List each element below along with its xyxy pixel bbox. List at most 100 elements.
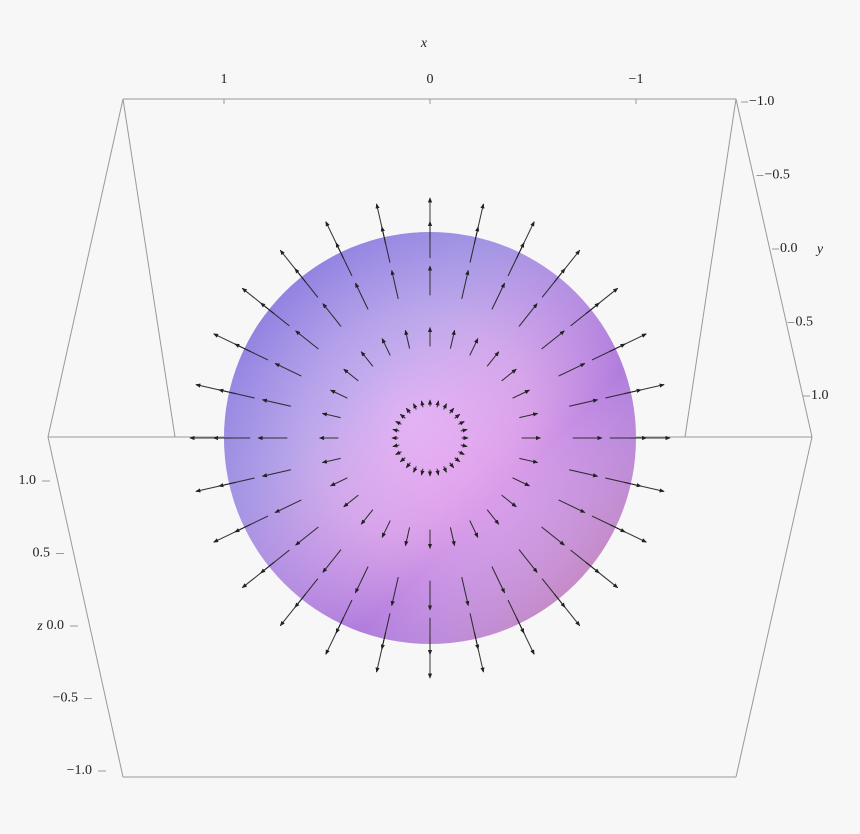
field-arrow [321,412,341,419]
field-arrow [375,203,387,244]
field-arrow [624,383,665,395]
field-arrow [325,617,344,655]
field-arrow [279,249,307,283]
field-arrow [460,428,468,433]
field-arrow [274,499,302,514]
field-arrow [213,524,251,543]
field-arrow [390,577,399,607]
field-arrow [458,421,465,426]
field-arrow [512,477,530,487]
field-arrow [473,632,485,673]
field-arrow [321,457,341,464]
y-tick-label: −1.0 [749,94,774,109]
field-arrow [294,578,319,608]
field-arrow [435,400,440,408]
field-arrow [404,329,411,349]
field-arrow [519,412,539,419]
x-tick-label: 1 [221,72,228,87]
field-arrow [558,362,586,377]
field-arrow [518,303,538,327]
field-arrow [218,477,255,488]
field-arrow [486,509,500,525]
field-arrow [354,282,369,310]
field-arrow [330,477,348,487]
field-arrow [241,561,275,589]
field-arrow [609,333,647,352]
field-arrow [413,466,418,473]
y-tick-label: 1.0 [811,388,829,403]
field-arrow [392,443,400,448]
field-arrow [461,577,470,607]
field-arrow [516,617,535,655]
field-arrow [449,329,456,349]
field-arrow [404,527,411,547]
field-arrow [473,203,485,244]
field-arrow [261,398,291,407]
field-arrow [279,593,307,627]
field-arrow [399,413,406,419]
field-arrow [241,561,275,589]
field-arrow [449,527,456,547]
field-arrow [213,333,251,352]
field-arrow [516,617,535,655]
field-arrow [395,450,402,455]
field-arrow [343,494,359,508]
field-arrow [624,383,665,395]
field-arrow [553,593,581,627]
field-arrow [605,477,642,488]
field-arrow [553,249,581,283]
field-arrow [516,221,535,259]
field-arrow [375,203,387,244]
field-arrow [405,462,411,469]
field-arrow [507,242,525,277]
field-arrow [469,613,480,650]
field-arrow [380,226,391,263]
field-arrow [322,303,342,327]
field-arrow [541,268,566,298]
vector-field [189,197,671,679]
field-arrow [609,524,647,543]
field-arrow [591,515,626,533]
field-arrow [375,632,387,673]
y-tick-label: 0.5 [796,315,814,330]
field-arrow [381,520,391,538]
field-arrow [234,343,269,361]
field-arrow [516,221,535,259]
field-arrow [195,383,236,395]
field-arrow [473,632,485,673]
field-arrow [295,526,319,546]
field-arrow [605,388,642,399]
field-arrow [454,413,461,419]
field-arrow [541,526,565,546]
field-arrow [343,368,359,382]
field-arrow [213,333,251,352]
field-arrow [491,282,506,310]
field-arrow [454,457,461,463]
field-arrow [335,599,353,634]
field-arrow [213,524,251,543]
field-arrow [518,549,538,573]
field-arrow [609,333,647,352]
field-arrow [624,481,665,493]
field-arrow [294,268,319,298]
field-arrow [295,330,319,350]
field-arrow [570,302,600,327]
y-tick-label: 0.0 [780,241,798,256]
field-arrow [395,421,402,426]
field-arrow [469,226,480,263]
field-arrow [325,617,344,655]
field-arrow [469,520,479,538]
field-arrow [585,561,619,589]
field-arrow [405,407,411,414]
field-arrow [585,287,619,315]
field-arrow [449,407,455,414]
z-tick-label: 1.0 [19,473,37,488]
field-arrow [279,593,307,627]
field-arrow [241,287,275,315]
field-arrow [195,383,236,395]
field-arrow [360,351,374,367]
field-arrow [541,578,566,608]
field-arrow [325,221,344,259]
